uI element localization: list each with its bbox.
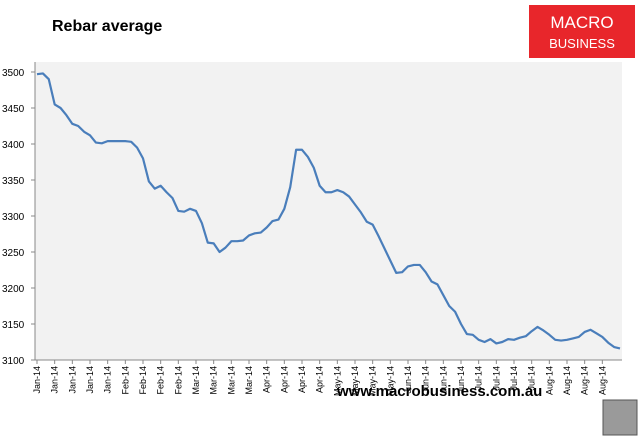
- x-tick-label: Jan-14: [103, 366, 113, 394]
- y-tick-label: 3150: [2, 320, 25, 331]
- x-tick-label: Jan-14: [85, 366, 95, 394]
- y-tick-label: 3450: [2, 104, 25, 115]
- logo-box: [529, 5, 635, 58]
- x-tick-label: Jul-14: [491, 366, 501, 391]
- y-tick-label: 3250: [2, 248, 25, 259]
- logo-text: MACRO: [550, 13, 613, 32]
- x-tick-label: Jul-14: [509, 366, 519, 391]
- x-tick-label: Aug-14: [544, 366, 554, 395]
- x-tick-label: Jun-14: [456, 366, 466, 394]
- x-tick-label: Jan-14: [67, 366, 77, 394]
- x-tick-label: Mar-14: [226, 366, 236, 395]
- data-line: [36, 72, 621, 350]
- y-tick-label: 3300: [2, 212, 25, 223]
- y-tick-label: 3350: [2, 176, 25, 187]
- plot-area: [35, 62, 622, 360]
- x-tick-label: Aug-14: [580, 366, 590, 395]
- x-tick-label: May-14: [385, 366, 395, 396]
- y-tick-label: 3400: [2, 140, 25, 151]
- x-tick-label: Feb-14: [156, 366, 166, 395]
- x-tick-label: Mar-14: [191, 366, 201, 395]
- x-tick-label: Jan-14: [50, 366, 60, 394]
- x-tick-label: Apr-14: [297, 366, 307, 393]
- x-tick-label: Feb-14: [138, 366, 148, 395]
- chart-title: Rebar average: [52, 18, 162, 35]
- x-tick-label: Jan-14: [32, 366, 42, 394]
- x-tick-label: Aug-14: [562, 366, 572, 395]
- wolf-icon: [602, 399, 638, 436]
- x-tick-label: Jun-14: [438, 366, 448, 394]
- x-tick-label: Jul-14: [527, 366, 537, 391]
- x-tick-label: Mar-14: [209, 366, 219, 395]
- y-tick-label: 3100: [2, 356, 25, 367]
- x-tick-label: Aug-14: [597, 366, 607, 395]
- x-tick-label: Jun-14: [403, 366, 413, 394]
- x-tick-label: Feb-14: [173, 366, 183, 395]
- logo-text: BUSINESS: [549, 36, 615, 51]
- x-tick-label: Apr-14: [262, 366, 272, 393]
- x-tick-label: Jul-14: [474, 366, 484, 391]
- x-tick-label: Apr-14: [315, 366, 325, 393]
- y-tick-label: 3500: [2, 68, 25, 79]
- x-tick-label: Apr-14: [279, 366, 289, 393]
- x-tick-label: Feb-14: [120, 366, 130, 395]
- footer-url: www.macrobusiness.com.au: [336, 383, 542, 400]
- x-tick-label: May-14: [368, 366, 378, 396]
- x-tick-label: Jun-14: [421, 366, 431, 394]
- y-tick-label: 3200: [2, 284, 25, 295]
- x-tick-label: May-14: [332, 366, 342, 396]
- x-tick-label: May-14: [350, 366, 360, 396]
- x-tick-label: Mar-14: [244, 366, 254, 395]
